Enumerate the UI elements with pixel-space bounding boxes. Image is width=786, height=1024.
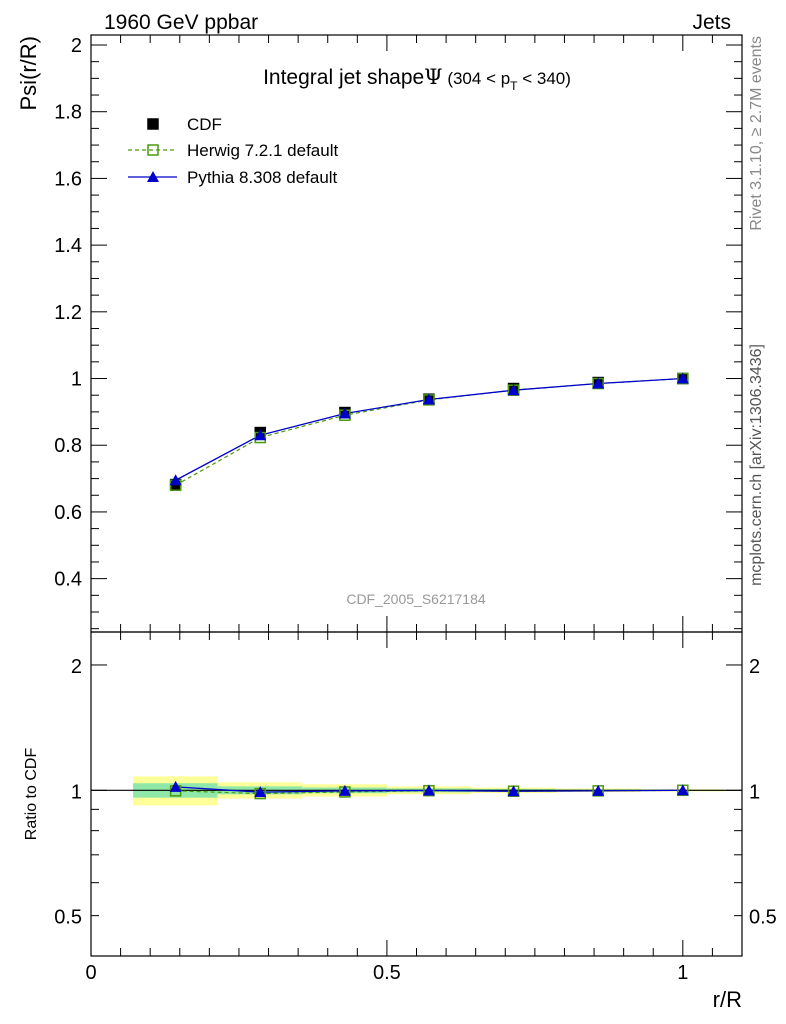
legend-label: Herwig 7.2.1 default — [187, 141, 338, 160]
legend-label: CDF — [187, 115, 222, 134]
pythia-ratio-point — [422, 784, 435, 796]
legend-herwig-marker — [147, 144, 159, 156]
energy-label: 1960 GeV ppbar — [104, 11, 258, 34]
legend-label: Pythia 8.308 default — [187, 168, 338, 187]
legend-pythia-marker — [147, 171, 159, 182]
pythia-ratio-point — [254, 786, 267, 798]
main-title: Integral jet shapeΨ (304 < pT < 340) — [263, 65, 571, 93]
pythia-point — [507, 384, 520, 396]
main-ytick-labels: 0.4 0.6 0.8 1 1.2 1.4 1.6 1.8 2 — [54, 35, 82, 591]
y-tick-label: 1 — [749, 781, 760, 803]
y-tick-label: 1.6 — [54, 168, 82, 190]
ratio-ytick-labels: 0.5 0.5 1 1 2 2 — [54, 656, 777, 929]
pythia-point — [254, 429, 267, 441]
rivet-label: Rivet 3.1.10, ≥ 2.7M events — [748, 36, 765, 231]
main-series — [169, 372, 689, 492]
y-tick-label: 1.8 — [54, 102, 82, 124]
pythia-ratio-point — [338, 784, 351, 796]
pythia-ratio-point — [592, 784, 605, 796]
y-tick-label: 0.5 — [749, 907, 777, 929]
pythia-point — [169, 474, 182, 486]
legend-cdf-marker — [147, 118, 159, 130]
mcplots-label: mcplots.cern.ch [arXiv:1306.3436] — [748, 344, 765, 586]
y-tick-label: 0.5 — [54, 907, 82, 929]
main-ylabel: Psi(r/R) — [16, 36, 41, 111]
y-tick-label: 0.4 — [54, 569, 82, 591]
y-tick-label: 2 — [749, 656, 760, 678]
y-tick-label: 0.6 — [54, 502, 82, 524]
main-panel: 0.4 0.6 0.8 1 1.2 1.4 1.6 1.8 2 Integral jet sha… — [16, 34, 743, 633]
pythia-ratio-point — [507, 785, 520, 797]
pythia-point — [676, 372, 689, 384]
main-ticks — [90, 35, 743, 632]
analysis-id: CDF_2005_S6217184 — [346, 591, 486, 607]
legend: CDF Herwig 7.2.1 default Pythia 8.308 defa… — [128, 115, 338, 187]
x-axis-label: r/R — [713, 987, 742, 1012]
x-tick-label: 0 — [85, 962, 96, 984]
y-tick-label: 2 — [71, 35, 82, 57]
y-tick-label: 0.8 — [54, 435, 82, 457]
y-tick-label: 2 — [71, 656, 82, 678]
ratio-ticks — [90, 632, 743, 957]
y-tick-label: 1.2 — [54, 302, 82, 324]
y-tick-label: 1 — [71, 781, 82, 803]
x-tick-label: 0.5 — [373, 962, 401, 984]
y-tick-label: 1.4 — [54, 235, 82, 257]
ratio-series — [169, 780, 689, 800]
pythia-point — [338, 407, 351, 419]
pythia-point — [422, 393, 435, 405]
x-tick-label: 1 — [677, 962, 688, 984]
pythia-ratio-point — [169, 780, 182, 792]
pythia-ratio-point — [676, 784, 689, 796]
process-label: Jets — [692, 11, 731, 34]
pythia-point — [592, 377, 605, 389]
ratio-ylabel: Ratio to CDF — [23, 748, 40, 841]
ratio-panel: 0.5 0.51 12 2 Ratio to CDF 0 0.5 1 r/R — [23, 631, 777, 1012]
xtick-labels: 0 0.5 1 — [85, 962, 688, 984]
y-tick-label: 1 — [71, 369, 82, 391]
